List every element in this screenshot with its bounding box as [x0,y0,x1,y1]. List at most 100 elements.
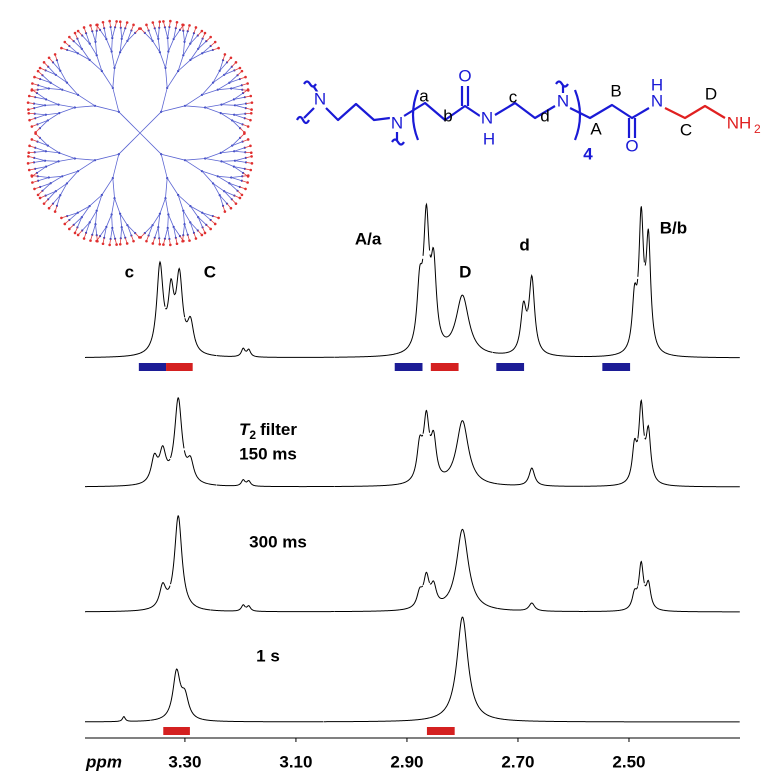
spectrum-peak [85,583,170,612]
dendrimer-bond [185,95,202,106]
dendrimer-bond [82,206,90,217]
dendrimer-end-atom [27,112,30,115]
integration-bar [166,363,193,371]
dendrimer-bond [38,85,49,88]
spectrum-peak [211,605,246,611]
dendrimer-end-atom [63,223,66,226]
dendrimer-end-atom [119,20,122,23]
dendrimer-bond [78,160,95,171]
bracket [413,90,418,140]
dendrimer-end-atom [96,240,99,243]
dendrimer-bond [59,108,75,114]
bond [326,104,390,120]
dendrimer-end-atom [60,47,63,50]
dendrimer-end-atom [181,23,184,26]
dendrimer-end-atom [74,232,77,235]
dendrimer-end-atom [126,21,129,24]
dendrimer-end-atom [27,162,30,165]
dendrimer-bond [113,178,115,198]
dendrimer-end-atom [246,82,249,85]
dendrimer-bond [235,105,246,108]
dendrimer-bond [168,38,169,52]
x-tick-label: 2.70 [501,752,534,771]
dendrimer-bond [60,183,67,195]
dendrimer-bond [38,88,49,89]
dendrimer-bond [221,161,235,162]
dendrimer-end-atom [30,89,33,92]
dendrimer-bond [35,151,46,152]
spectrum-peak [583,438,638,486]
dendrimer-end-atom [249,119,252,122]
dendrimer-end-atom [68,228,71,231]
dendrimer-end-atom [176,242,179,245]
dendrimer-end-atom [108,244,111,247]
dendrimer-end-atom [34,131,37,134]
dendrimer-end-atom [152,242,155,245]
dendrimer-bond [235,161,246,163]
dendrimer-bond [231,178,242,181]
spectrum-peak [324,617,740,722]
spectrum-peak [493,301,528,353]
dendrimer-bond [183,31,184,42]
spectrum-peak [423,204,430,256]
dendrimer-end-atom [48,56,51,59]
integration-bar [163,727,190,735]
peak-annotation: d [519,235,529,254]
structure-label: d [540,106,549,125]
dendrimer-bond [121,28,122,39]
dendrimer-bond [111,27,113,38]
dendrimer-bond [168,228,170,239]
dendrimer-bond [205,153,221,159]
dendrimer-bond [167,71,178,88]
dendrimer-bond [78,206,90,213]
dendrimer-end-atom [214,223,217,226]
dendrimer-bond [205,108,221,114]
dendrimer-end-atom [37,194,40,197]
dendrimer-bond [221,105,235,106]
dendrimer-end-atom [43,61,46,64]
dendrimer-bond [45,105,59,106]
dendrimer-end-atom [249,169,252,172]
dendrimer-bond [168,27,170,38]
spectrum-peak [423,411,430,434]
dendrimer-end-atom [244,188,247,191]
structure-label: c [509,87,518,106]
dendrimer-end-atom [169,244,172,247]
spectrum-peak [638,562,645,586]
structure-label: b [443,106,452,125]
dendrimer-end-atom [31,125,34,128]
dendrimer-bond [190,49,198,60]
spectrum-peak [150,669,181,720]
spectrum-peak [165,279,175,309]
dendrimer-end-atom [33,188,36,191]
dendrimer-bond [234,115,245,119]
structure-label: N [391,113,403,132]
spectrum-peak [334,259,423,357]
dendrimer-bond [185,106,205,108]
dendrimer-bond [234,151,245,152]
dendrimer-bond [38,178,49,181]
structure-label: H [483,129,495,148]
dendrimer-bond [112,52,115,68]
spectrum-peak [246,349,334,357]
x-tick-label: 3.10 [279,752,312,771]
dendrimer-end-atom [68,36,71,39]
dendrimer-bond [78,95,95,106]
dendrimer-bond [75,158,95,160]
dendrimer-end-atom [158,20,161,23]
dendrimer-bond [34,158,45,161]
dendrimer-bond [140,133,161,154]
dendrimer-end-atom [162,243,165,246]
dendrimer-bond [115,52,121,68]
spectrum-peak [170,516,210,610]
x-axis-label: ppm [85,752,122,771]
dendrimer-end-atom [244,76,247,79]
dendrimer-end-atom [28,119,31,122]
dendrimer-end-atom [48,207,51,210]
dendrimer-end-atom [217,217,220,220]
dendrimer-end-atom [235,61,238,64]
dendrimer-bond [59,105,75,108]
dendrimer-end-atom [74,32,77,35]
dendrimer-end-atom [115,243,118,246]
x-tick-label: 2.90 [390,752,423,771]
